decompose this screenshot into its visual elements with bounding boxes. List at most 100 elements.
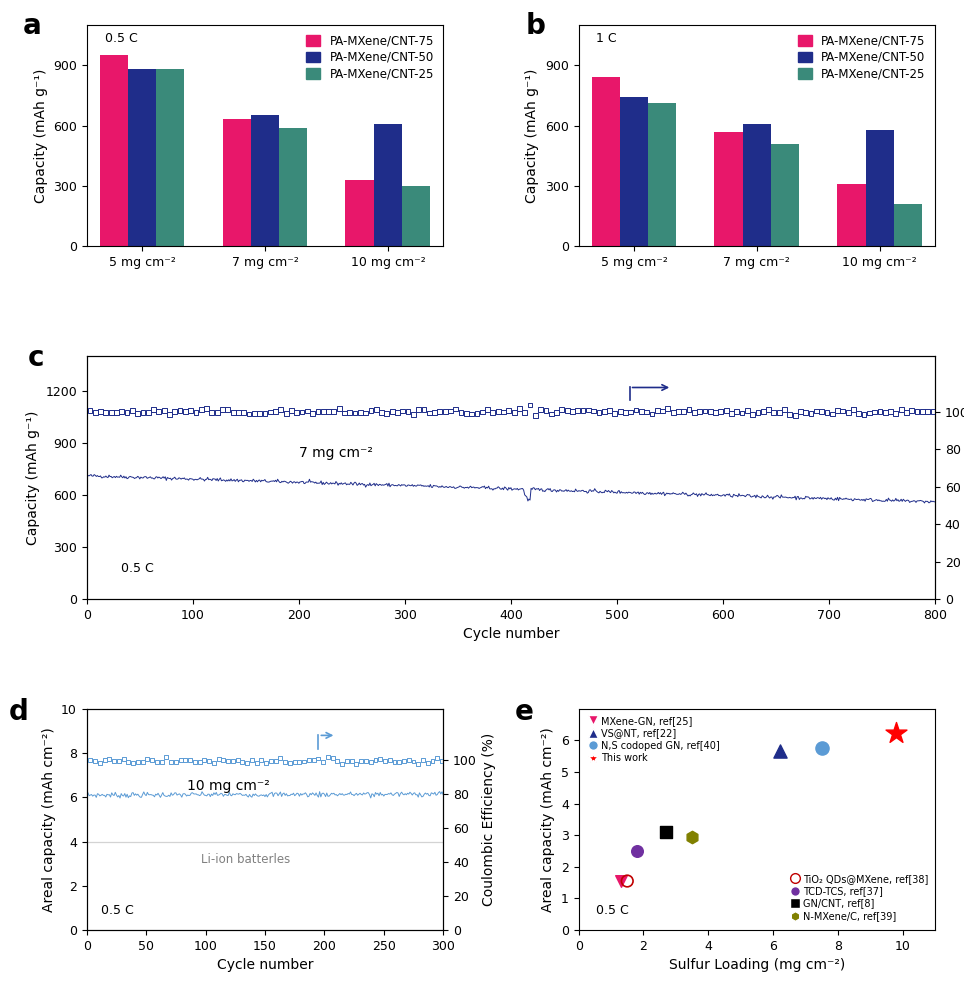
Point — [173, 403, 188, 419]
Point — [216, 752, 231, 768]
Point — [141, 405, 156, 421]
Point — [416, 401, 432, 417]
Point — [221, 753, 236, 769]
X-axis label: Cycle number: Cycle number — [463, 627, 559, 641]
Point — [623, 404, 638, 420]
Point — [411, 402, 426, 418]
Point — [819, 405, 835, 421]
Bar — [156, 69, 184, 246]
Point — [469, 405, 485, 421]
Point — [517, 405, 532, 421]
Point — [729, 404, 744, 420]
Point — [211, 751, 227, 767]
Point — [135, 404, 150, 420]
Point — [206, 755, 222, 771]
Point — [226, 405, 241, 421]
Point — [262, 404, 278, 420]
Point — [612, 403, 628, 419]
Point — [788, 407, 803, 423]
Point — [332, 400, 347, 416]
Point — [278, 754, 293, 770]
Point — [415, 752, 431, 768]
Point — [120, 754, 136, 770]
Point — [363, 754, 379, 770]
Point — [544, 406, 559, 422]
Point — [888, 406, 903, 422]
Point — [342, 405, 358, 421]
Text: Li-ion batterles: Li-ion batterles — [201, 853, 290, 866]
Point — [226, 753, 241, 769]
Point — [485, 405, 500, 421]
Point — [772, 743, 788, 759]
Point — [130, 405, 146, 421]
Point — [98, 405, 114, 421]
Point — [676, 404, 691, 420]
Point — [432, 404, 447, 420]
Point — [292, 754, 308, 770]
Point — [474, 404, 490, 420]
Point — [809, 403, 824, 419]
Point — [554, 401, 570, 417]
Point — [310, 750, 326, 766]
Point — [406, 406, 421, 422]
Point — [889, 725, 904, 741]
Point — [925, 403, 941, 419]
Point — [273, 402, 288, 418]
Bar — [838, 184, 866, 246]
Point — [230, 752, 246, 768]
Bar — [866, 130, 894, 246]
Point — [894, 402, 909, 418]
Point — [420, 755, 436, 771]
Text: 0.5 C: 0.5 C — [597, 904, 629, 917]
Point — [230, 405, 246, 421]
Point — [580, 402, 596, 418]
Y-axis label: Coulombic Efficiency (%): Coulombic Efficiency (%) — [482, 733, 496, 906]
Point — [287, 754, 303, 770]
Point — [527, 407, 543, 423]
Point — [692, 404, 708, 420]
Point — [777, 401, 792, 417]
Point — [713, 404, 729, 420]
Point — [411, 756, 426, 772]
Point — [167, 404, 182, 420]
Point — [814, 404, 829, 420]
Point — [220, 402, 235, 418]
Point — [135, 754, 150, 770]
Point — [315, 754, 331, 770]
Text: 0.5 C: 0.5 C — [120, 562, 153, 575]
Point — [367, 752, 383, 768]
Point — [164, 754, 179, 770]
Bar — [99, 55, 128, 246]
Point — [782, 406, 797, 422]
Point — [830, 403, 845, 419]
Point — [101, 751, 117, 767]
Point — [335, 756, 350, 772]
Point — [803, 406, 818, 422]
Point — [387, 754, 402, 770]
Point — [247, 405, 262, 421]
Point — [315, 404, 331, 420]
Point — [368, 402, 384, 418]
Point — [735, 405, 750, 421]
Point — [252, 406, 267, 422]
Point — [257, 405, 273, 421]
Point — [658, 824, 674, 840]
Point — [430, 750, 445, 766]
Point — [83, 752, 98, 768]
Point — [239, 755, 254, 771]
Y-axis label: Areal capacity (mAh cm⁻²): Areal capacity (mAh cm⁻²) — [542, 727, 555, 912]
Point — [745, 406, 761, 422]
Text: 0.5 C: 0.5 C — [101, 904, 134, 917]
Point — [851, 406, 867, 422]
Point — [162, 406, 177, 422]
Point — [644, 406, 659, 422]
Point — [549, 404, 564, 420]
Point — [522, 397, 538, 413]
Point — [909, 403, 924, 419]
Point — [173, 752, 188, 768]
Point — [845, 401, 861, 417]
Point — [904, 402, 920, 418]
Point — [301, 752, 316, 768]
Point — [448, 401, 464, 417]
Text: b: b — [525, 12, 545, 40]
